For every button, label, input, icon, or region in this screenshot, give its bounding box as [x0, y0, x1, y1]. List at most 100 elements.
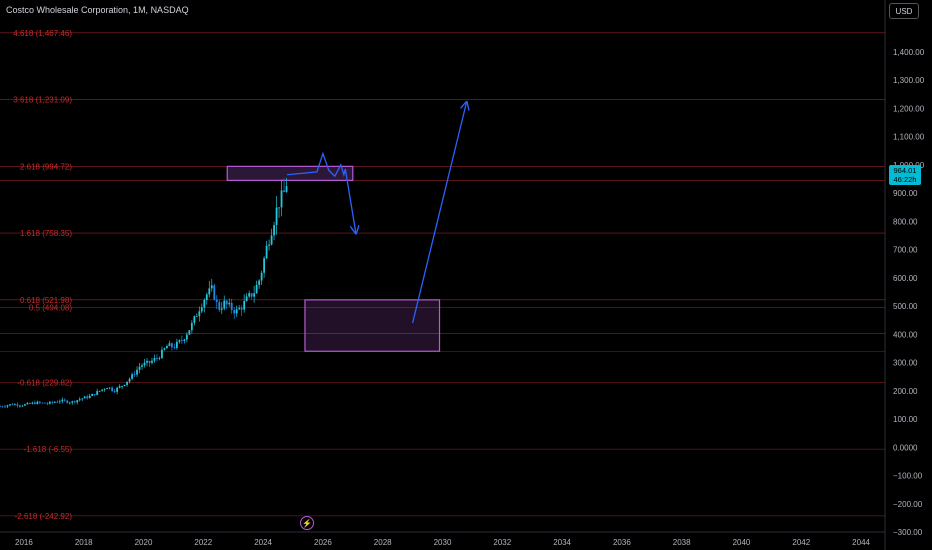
- candle-body: [31, 402, 34, 404]
- x-tick-label: 2018: [75, 538, 93, 547]
- x-tick-label: 2036: [613, 538, 631, 547]
- candle-body: [73, 401, 76, 403]
- x-tick-label: 2022: [194, 538, 212, 547]
- candle-body: [121, 385, 123, 387]
- candle-body: [151, 360, 153, 363]
- candle-body: [26, 402, 29, 405]
- target-zone: [304, 299, 441, 352]
- candle-body: [78, 399, 81, 401]
- candle-body: [58, 401, 61, 403]
- y-tick-label: −200.00: [893, 500, 923, 509]
- candle-body: [51, 401, 54, 403]
- candle-body: [163, 348, 166, 350]
- candle-body: [111, 387, 114, 392]
- candle-body: [250, 293, 253, 297]
- fib-level-label: -1.618 (-6.55): [24, 445, 73, 454]
- candle-body: [193, 316, 196, 323]
- fib-level-label: -2.618 (-242.92): [15, 512, 73, 521]
- candle-body: [106, 388, 109, 390]
- candle-body: [146, 360, 148, 363]
- fib-level-label: 3.618 (1,231.09): [13, 96, 72, 105]
- candle-body: [4, 406, 6, 408]
- candle-body: [200, 307, 203, 312]
- forecast-arrow: [411, 103, 467, 324]
- candle-body: [195, 315, 198, 317]
- candle-body: [273, 225, 275, 236]
- candle-body: [126, 381, 128, 385]
- candle-body: [185, 334, 188, 340]
- candle-body: [218, 302, 221, 310]
- candle-body: [61, 399, 64, 402]
- y-tick-label: 800.00: [893, 217, 918, 226]
- candle-body: [28, 402, 31, 404]
- candle-body: [238, 307, 241, 310]
- candle-body: [153, 358, 156, 361]
- candle-body: [255, 284, 258, 294]
- candle-body: [101, 389, 104, 391]
- candle-body: [91, 393, 94, 396]
- candle-body: [270, 235, 273, 245]
- candle-body: [158, 358, 161, 359]
- candle-body: [1, 406, 4, 408]
- y-tick-label: 100.00: [893, 415, 918, 424]
- candle-body: [161, 349, 163, 359]
- candle-body: [198, 311, 201, 316]
- candle-body: [81, 398, 84, 400]
- candle-body: [278, 207, 280, 209]
- candle-body: [108, 387, 111, 389]
- x-tick-label: 2042: [792, 538, 810, 547]
- candle-body: [178, 340, 181, 342]
- chart-title: Costco Wholesale Corporation, 1M, NASDAQ: [6, 5, 189, 15]
- y-tick-label: 900.00: [893, 189, 918, 198]
- candle-body: [180, 340, 183, 342]
- candle-body: [21, 405, 24, 407]
- x-tick-label: 2020: [135, 538, 153, 547]
- fib-level-label: 1.618 (758.35): [20, 229, 72, 238]
- y-tick-label: 600.00: [893, 274, 918, 283]
- candle-body: [143, 362, 146, 366]
- candle-body: [16, 404, 19, 406]
- candle-body: [190, 322, 193, 331]
- candle-body: [68, 402, 71, 404]
- currency-button[interactable]: USD: [889, 3, 919, 19]
- y-tick-label: 400.00: [893, 330, 918, 339]
- candle-body: [118, 386, 121, 388]
- candle-body: [103, 389, 106, 390]
- candle-body: [265, 245, 268, 259]
- candle-body: [168, 343, 171, 347]
- candle-body: [260, 272, 263, 281]
- candle-body: [225, 300, 228, 305]
- candle-body: [38, 401, 41, 403]
- candle-body: [220, 308, 223, 310]
- y-tick-label: 500.00: [893, 302, 918, 311]
- candle-body: [275, 207, 278, 226]
- x-tick-label: 2016: [15, 538, 33, 547]
- candle-body: [240, 307, 243, 310]
- forecast-arrow: [286, 151, 356, 233]
- x-tick-label: 2028: [374, 538, 392, 547]
- candle-body: [83, 396, 86, 399]
- candle-body: [0, 406, 1, 408]
- lightning-icon[interactable]: ⚡: [300, 516, 314, 530]
- candle-body: [19, 405, 21, 407]
- candle-body: [56, 401, 59, 403]
- candle-body: [41, 402, 44, 404]
- candle-body: [46, 403, 49, 405]
- bar-countdown: 46:22h: [893, 175, 917, 184]
- candle-body: [171, 343, 173, 348]
- candle-body: [203, 299, 206, 308]
- candle-body: [76, 400, 79, 403]
- y-tick-label: −300.00: [893, 528, 923, 537]
- candle-body: [205, 294, 208, 300]
- candle-body: [86, 396, 89, 399]
- candle-body: [208, 288, 211, 295]
- y-tick-label: −100.00: [893, 472, 923, 481]
- candle-body: [258, 280, 261, 285]
- candle-body: [213, 285, 216, 300]
- fib-level-label: 4.618 (1,467.46): [13, 29, 72, 38]
- candle-body: [93, 393, 96, 395]
- candle-body: [166, 346, 168, 349]
- candle-body: [98, 390, 101, 392]
- candle-body: [14, 404, 16, 406]
